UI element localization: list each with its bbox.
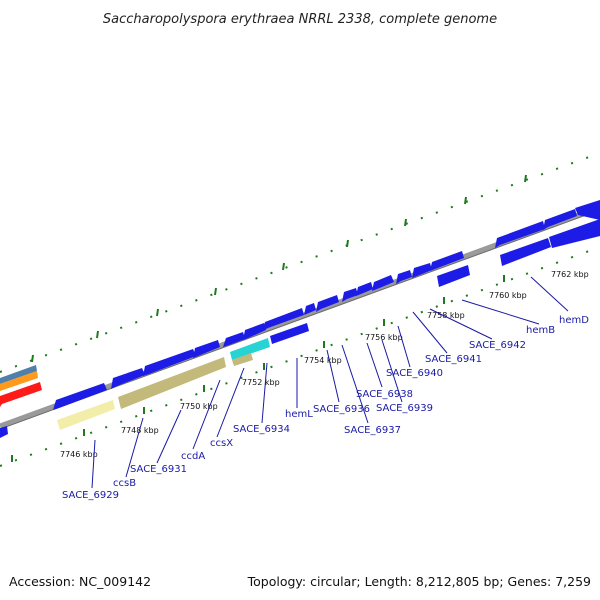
tick-label: 7752 kbp [242,378,280,387]
gene-label: hemD [559,315,589,326]
tick-label: 7756 kbp [365,333,403,342]
gene-label: ccsX [210,438,233,449]
feature-red [0,382,42,407]
gene-label: SACE_6936 [313,404,370,415]
major-ticks [31,174,527,363]
tick-label: 7758 kbp [427,311,465,320]
inner-tick-ring [0,246,600,467]
gene-label: SACE_6938 [356,389,413,400]
gene-label: SACE_6939 [376,403,433,414]
inner-ticks [11,275,505,462]
cds-above [53,200,600,410]
accession-text: Accession: NC_009142 [9,574,151,589]
tick-label: 7746 kbp [60,450,98,459]
feature-steel [0,365,37,384]
leader-lines [91,276,569,489]
forward-features [0,365,42,407]
gene-label: SACE_6929 [62,490,119,501]
gene-label: SACE_6942 [469,340,526,351]
tick-label: 7754 kbp [304,356,342,365]
tick-label: 7762 kbp [551,270,589,279]
gene-label: SACE_6934 [233,424,290,435]
map-title: Saccharopolyspora erythraea NRRL 2338, c… [103,12,497,27]
gene-label: SACE_6937 [344,425,401,436]
cds-below [0,219,600,438]
gene-label: SACE_6940 [386,368,443,379]
gene-label: hemL [285,409,313,420]
tick-label: 7750 kbp [180,402,218,411]
feature-orange [0,371,38,391]
gene-label: ccsB [113,478,136,489]
gene-label: ccdA [181,451,205,462]
gene-label: SACE_6931 [130,464,187,475]
tick-label: 7760 kbp [489,291,527,300]
gene-label: hemB [526,325,555,336]
genome-summary-text: Topology: circular; Length: 8,212,805 bp… [247,574,591,589]
gene-label: SACE_6941 [425,354,482,365]
